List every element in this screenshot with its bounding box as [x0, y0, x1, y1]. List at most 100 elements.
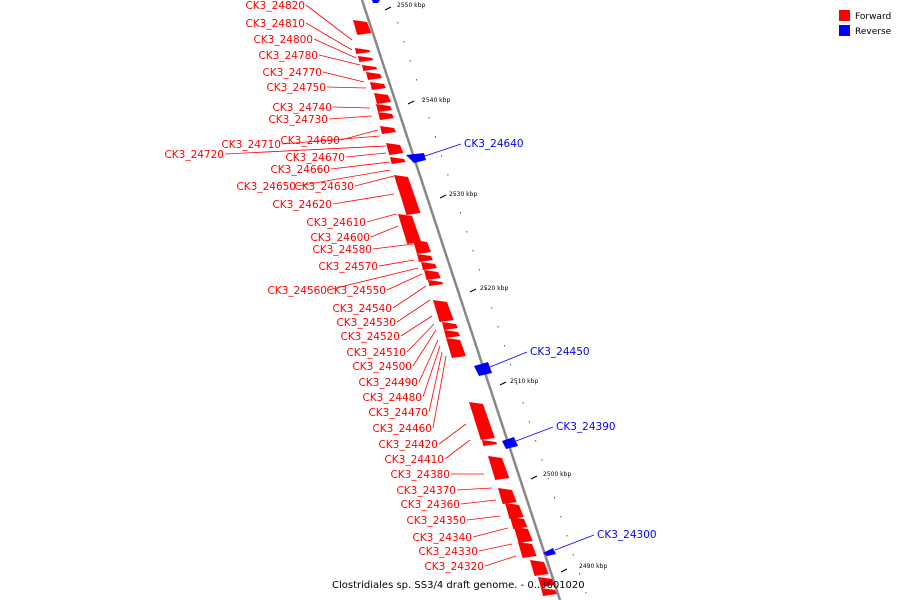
minor-tick: [560, 516, 562, 518]
minor-tick: [516, 383, 518, 385]
minor-tick: [566, 535, 568, 537]
minor-tick: [522, 402, 524, 404]
scale-ticks: 2550 kbp 2540 kbp 2530 kbp 2520 kbp 2510…: [384, 2, 607, 573]
gene-forward: [366, 72, 382, 80]
minor-tick: [503, 345, 505, 347]
gene-reverse: [406, 153, 426, 163]
minor-tick: [428, 117, 430, 119]
gene-label-forward: CK3_24570: [318, 261, 378, 273]
minor-tick: [547, 478, 549, 480]
gene-label-forward: CK3_24740: [272, 102, 332, 114]
tick-mark: [530, 475, 538, 480]
leader-line: [378, 259, 415, 267]
leader-line: [332, 193, 395, 205]
gene-label-forward: CK3_24410: [384, 454, 444, 466]
gene-label-forward: CK3_24800: [253, 34, 313, 46]
tick-label: 2550 kbp: [397, 2, 425, 9]
tick-label: 2510 kbp: [510, 378, 538, 385]
gene-label-forward: CK3_24660: [270, 164, 330, 176]
leader-line: [428, 351, 443, 413]
forward-genes: [353, 20, 557, 596]
minor-tick: [472, 250, 474, 252]
genome-backbone: [360, 0, 562, 600]
gene-forward: [530, 560, 549, 576]
minor-tick: [466, 231, 468, 233]
leader-line: [489, 351, 528, 368]
leader-line: [432, 355, 447, 429]
leader-line: [332, 106, 371, 109]
gene-forward: [386, 143, 404, 155]
gene-label-forward: CK3_24350: [406, 515, 466, 527]
minor-tick: [535, 440, 537, 442]
tick-mark: [439, 194, 447, 199]
gene-forward: [541, 588, 557, 596]
gene-forward: [469, 402, 495, 440]
gene-forward: [374, 93, 391, 104]
gene-forward: [446, 338, 466, 358]
gene-label-forward: CK3_24380: [390, 469, 450, 481]
minor-tick: [491, 307, 493, 309]
leader-line: [472, 527, 509, 538]
minor-ticks: [397, 22, 587, 594]
gene-forward: [482, 440, 498, 446]
reverse-genes: [372, 0, 556, 556]
gene-forward: [538, 577, 555, 587]
gene-label-forward: CK3_24720: [164, 149, 224, 161]
minor-tick: [397, 22, 399, 24]
minor-tick: [460, 212, 461, 214]
gene-forward: [413, 240, 431, 254]
gene-label-forward: CK3_24670: [285, 152, 345, 164]
minor-tick: [416, 79, 418, 81]
gene-label-forward: CK3_24600: [310, 232, 370, 244]
gene-label-forward: CK3_24610: [306, 217, 366, 229]
gene-forward: [505, 503, 524, 519]
gene-forward: [380, 126, 396, 134]
gene-label-forward: CK3_24690: [280, 135, 340, 147]
gene-label-forward: CK3_24550: [326, 285, 386, 297]
minor-tick: [579, 573, 581, 575]
gene-forward: [518, 542, 537, 558]
minor-tick: [541, 459, 543, 461]
minor-tick: [554, 497, 555, 499]
leader-line: [366, 213, 397, 223]
leader-line: [322, 71, 365, 83]
minor-tick: [585, 592, 587, 594]
leader-line: [554, 534, 595, 551]
gene-label-forward: CK3_24360: [400, 499, 460, 511]
leader-line: [515, 426, 554, 442]
leader-line: [313, 38, 357, 59]
gene-forward: [488, 456, 510, 480]
gene-label-reverse: CK3_24300: [597, 529, 657, 541]
minor-tick: [497, 326, 499, 328]
gene-reverse: [372, 0, 380, 3]
gene-forward: [353, 20, 372, 35]
leader-line: [305, 4, 353, 41]
gene-label-forward: CK3_24580: [312, 244, 372, 256]
leader-line: [326, 86, 367, 89]
gene-forward: [514, 527, 533, 543]
gene-forward: [370, 82, 386, 90]
gene-label-forward: CK3_24420: [378, 439, 438, 451]
gene-label-forward: CK3_24820: [245, 0, 305, 12]
tick-mark: [469, 288, 477, 293]
leader-line: [330, 161, 391, 170]
legend-swatch-forward: [839, 10, 850, 21]
gene-label-forward: CK3_24320: [424, 561, 484, 573]
gene-label-forward: CK3_24500: [352, 361, 412, 373]
gene-label-forward: CK3_24470: [368, 407, 428, 419]
legend-label-reverse: Reverse: [855, 27, 892, 37]
minor-tick: [528, 421, 530, 423]
leader-line: [406, 323, 435, 353]
gene-label-forward: CK3_24540: [332, 303, 392, 315]
gene-forward: [498, 488, 517, 504]
tick-label: 2520 kbp: [480, 285, 508, 292]
gene-forward: [444, 330, 460, 338]
leader-line: [438, 423, 467, 445]
tick-label: 2490 kbp: [579, 563, 607, 570]
leader-line: [318, 54, 361, 66]
leader-line: [328, 115, 373, 120]
gene-forward: [362, 65, 378, 71]
legend: Forward Reverse: [839, 10, 892, 37]
minor-tick: [478, 269, 480, 271]
